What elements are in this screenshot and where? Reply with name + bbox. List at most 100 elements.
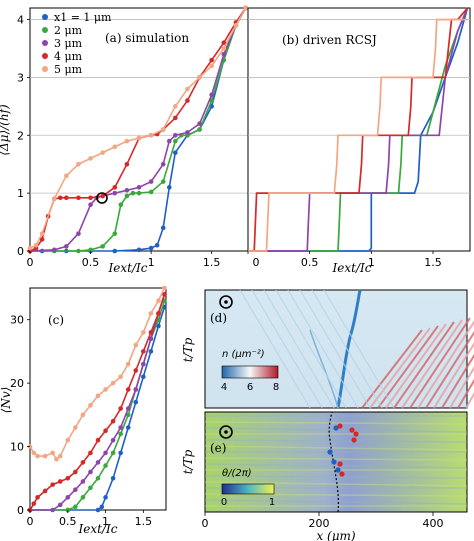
density-stripe xyxy=(377,325,439,409)
data-point xyxy=(156,323,161,329)
data-point xyxy=(221,46,227,51)
data-point xyxy=(118,431,123,437)
data-point xyxy=(57,453,63,459)
data-point xyxy=(80,412,86,418)
data-point xyxy=(130,190,136,196)
data-point xyxy=(103,463,108,468)
highlight-marker-a xyxy=(96,192,108,204)
series-line-4 xyxy=(248,7,469,252)
e-xtick-label-1: 200 xyxy=(309,517,330,530)
density-stripe xyxy=(409,317,471,409)
phase-stripe xyxy=(204,421,468,425)
data-point xyxy=(57,195,63,201)
data-point xyxy=(99,504,105,510)
trajectory-e xyxy=(328,411,339,513)
data-point xyxy=(100,244,105,249)
density-stripe xyxy=(385,323,447,409)
data-point xyxy=(136,247,142,253)
e-xtick-label-0: 0 xyxy=(202,517,209,530)
phase-stripe xyxy=(204,493,468,497)
colorbar-d-tick-1: 6 xyxy=(247,382,253,393)
data-point xyxy=(148,311,154,316)
data-point xyxy=(125,361,131,367)
data-point xyxy=(64,173,69,179)
data-point xyxy=(95,475,101,481)
data-point xyxy=(166,138,172,144)
data-point xyxy=(160,225,166,231)
vortex-marker xyxy=(349,427,355,433)
data-point xyxy=(95,437,101,443)
legend-marker xyxy=(42,40,48,46)
density-stripe xyxy=(441,353,474,409)
xtick-label: 1.5 xyxy=(203,256,221,269)
ytick-label: 10 xyxy=(10,441,24,454)
data-point xyxy=(173,138,178,144)
data-point xyxy=(88,156,93,161)
data-point xyxy=(112,185,118,190)
data-point xyxy=(35,495,40,500)
vortex-marker xyxy=(335,467,341,473)
data-point xyxy=(173,132,178,138)
panel-e-label: (e) xyxy=(210,441,226,455)
data-point xyxy=(133,399,139,405)
data-point xyxy=(197,75,202,80)
data-point xyxy=(39,237,45,242)
marker-d-dot xyxy=(224,300,228,304)
data-point xyxy=(88,450,93,456)
ytick-label: 20 xyxy=(10,377,24,390)
xtick-label: 0.5 xyxy=(59,515,77,528)
panel-e: (e) θ/(2π) 0 1 t/Tp 0 200 400 x (μm) xyxy=(181,411,468,541)
series-line-3 xyxy=(248,7,469,252)
data-point xyxy=(124,138,130,144)
data-point xyxy=(124,161,130,167)
data-point xyxy=(100,193,105,199)
density-wave-stripes xyxy=(239,289,474,409)
legend-entry: 2 μm xyxy=(54,24,83,37)
colorbar-e-label: θ/(2π) xyxy=(222,468,252,479)
data-point xyxy=(95,460,101,465)
legend-marker xyxy=(42,14,48,20)
panel-a: 0 1 2 3 4 0 0.5 1 1.5 (a) simulation Iext/Ic ⟨Δμ… xyxy=(0,5,249,275)
data-point xyxy=(76,231,81,236)
xtick-label: 0.5 xyxy=(301,256,319,269)
data-point xyxy=(100,150,105,155)
data-point xyxy=(148,132,154,138)
data-point xyxy=(118,406,123,411)
legend-entry: 3 μm xyxy=(54,37,83,50)
panel-b-xlabel: Iext/Ic xyxy=(332,261,372,275)
data-point xyxy=(42,488,48,494)
data-point xyxy=(88,247,93,253)
density-stripe xyxy=(401,319,463,409)
vortex-markers-e xyxy=(327,423,359,477)
legend-marker xyxy=(42,27,48,33)
data-point xyxy=(50,450,55,456)
data-point xyxy=(185,86,190,92)
vortex-marker xyxy=(353,431,359,437)
series-line-3 xyxy=(29,7,247,252)
data-point xyxy=(233,23,239,28)
density-stripe xyxy=(425,330,474,409)
data-point xyxy=(110,475,116,481)
xtick-label: 1.5 xyxy=(135,515,153,528)
vortex-marker xyxy=(339,471,345,477)
data-point xyxy=(185,98,190,103)
ytick-label: 3 xyxy=(17,71,24,84)
legend-marker xyxy=(42,66,48,72)
density-stripe xyxy=(433,342,474,409)
data-point xyxy=(57,479,63,484)
density-stripe xyxy=(287,289,359,409)
data-point xyxy=(243,5,248,11)
data-point xyxy=(173,104,178,109)
density-stripe xyxy=(275,289,347,409)
data-point xyxy=(162,285,167,291)
data-point xyxy=(50,507,55,513)
density-stripe xyxy=(323,289,395,409)
panel-c-label: (c) xyxy=(48,313,64,327)
data-point xyxy=(88,202,93,208)
ytick-label: 0 xyxy=(17,504,24,517)
xtick-label: 1.5 xyxy=(424,256,442,269)
data-point xyxy=(141,374,146,380)
data-point xyxy=(112,248,118,254)
legend-entry: 4 μm xyxy=(54,50,83,63)
